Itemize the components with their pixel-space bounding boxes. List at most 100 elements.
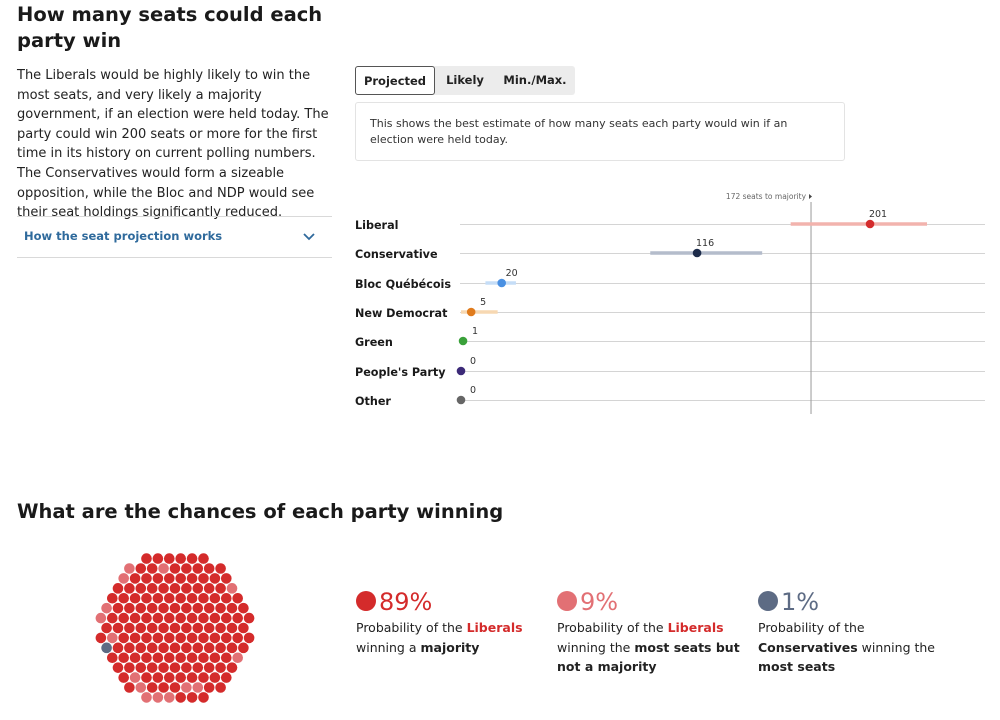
seat-value-label: 0 <box>470 356 476 367</box>
probability-dot <box>158 682 169 693</box>
page-title: How many seats could each party win <box>17 3 323 52</box>
probability-dot <box>175 612 186 624</box>
seat-point <box>458 336 468 346</box>
probability-dot <box>186 692 198 703</box>
probability-dot <box>124 642 135 654</box>
probability-dot <box>112 583 124 594</box>
seat-point <box>865 219 875 229</box>
probability-dot <box>186 632 198 644</box>
probability-dot <box>164 632 175 644</box>
probability-dot <box>141 672 152 683</box>
probability-dot <box>203 563 215 574</box>
most-seats-dot-icon <box>557 591 577 611</box>
party-label-bloc: Bloc Québécois <box>355 278 452 291</box>
probability-dot <box>158 563 169 574</box>
probability-dot <box>186 652 198 664</box>
probability-dot <box>209 612 221 624</box>
probability-dot <box>215 602 226 614</box>
seat-projection-accordion[interactable]: How the seat projection works <box>17 216 332 258</box>
probability-dot <box>118 573 129 584</box>
probability-dot <box>164 672 175 683</box>
probability-dot <box>169 662 181 673</box>
probability-dot <box>198 612 209 624</box>
probability-dot <box>101 622 112 634</box>
probability-dot <box>203 622 215 634</box>
probability-dot <box>215 563 226 574</box>
probability-dot <box>146 583 158 594</box>
probability-dot <box>203 602 215 614</box>
probability-dot <box>152 692 164 703</box>
probability-dot <box>107 632 118 644</box>
probability-dot <box>158 662 169 673</box>
probability-dot <box>152 632 164 644</box>
probability-dot <box>175 592 186 604</box>
stat-pct-row: 9% <box>557 588 747 618</box>
probability-dot <box>192 682 204 693</box>
probability-dot <box>152 553 164 564</box>
probability-dot <box>135 563 147 574</box>
seat-value-label: 5 <box>480 297 486 308</box>
probability-dot <box>118 632 129 644</box>
probability-dot <box>124 563 135 574</box>
tab-projected[interactable]: Projected <box>355 66 435 95</box>
probability-dot <box>221 573 232 584</box>
probability-dot <box>129 612 141 624</box>
probability-dot <box>141 612 152 624</box>
probability-dot <box>192 583 204 594</box>
probability-dot <box>226 662 238 673</box>
probability-dot <box>181 622 192 634</box>
probability-dot <box>221 612 232 624</box>
tab-min-max[interactable]: Min./Max. <box>503 73 567 87</box>
probability-dot <box>112 622 124 634</box>
probability-dot <box>141 553 152 564</box>
chances-title: What are the chances of each party winni… <box>17 500 504 523</box>
stat-pct-row: 89% <box>356 588 546 618</box>
probability-dot <box>192 602 204 614</box>
party-name: Liberals <box>667 620 724 635</box>
probability-dot <box>209 672 221 683</box>
probability-dot <box>238 602 249 614</box>
probability-dot <box>221 652 232 664</box>
probability-dot <box>198 652 209 664</box>
probability-dot <box>226 642 238 654</box>
stat-pct: 9% <box>580 588 619 616</box>
probability-dot <box>152 573 164 584</box>
probability-dot <box>209 632 221 644</box>
stat-pct: 1% <box>781 588 820 616</box>
probability-dot <box>164 692 175 703</box>
party-name: Liberals <box>466 620 523 635</box>
probability-dot <box>141 652 152 664</box>
probability-dot <box>169 642 181 654</box>
probability-dot <box>112 602 124 614</box>
probability-dot <box>107 652 118 664</box>
seat-value-label: 0 <box>470 385 476 396</box>
probability-dot <box>95 612 107 624</box>
seat-projection-chart: 172 seats to majority 201 116 20 5 1 0 0 <box>456 192 985 414</box>
stat-pct-row: 1% <box>758 588 948 618</box>
seat-point <box>456 366 466 376</box>
majority-label: 172 seats to majority <box>726 192 807 201</box>
probability-dot <box>152 672 164 683</box>
party-label-green: Green <box>355 336 393 349</box>
probability-dot <box>181 642 192 654</box>
arrow-right-icon <box>809 194 813 199</box>
probability-dot <box>158 602 169 614</box>
probability-dot <box>243 632 255 644</box>
probability-dot <box>158 642 169 654</box>
probability-dot <box>112 662 124 673</box>
tab-likely[interactable]: Likely <box>446 73 484 87</box>
probability-dot <box>141 573 152 584</box>
stat-pct: 89% <box>379 588 433 616</box>
probability-dot <box>215 682 226 693</box>
probability-dot <box>164 573 175 584</box>
probability-dot <box>101 642 112 654</box>
probability-dot <box>209 592 221 604</box>
probability-dot <box>141 632 152 644</box>
probability-dot <box>135 682 147 693</box>
projection-note: This shows the best estimate of how many… <box>355 102 845 161</box>
conservative-dot-icon <box>758 591 778 611</box>
probability-dot-cluster <box>95 553 255 703</box>
probability-dot <box>107 592 118 604</box>
probability-dot <box>129 632 141 644</box>
stat-conservative-most-seats: 1% Probability of the Conservatives winn… <box>758 588 948 677</box>
